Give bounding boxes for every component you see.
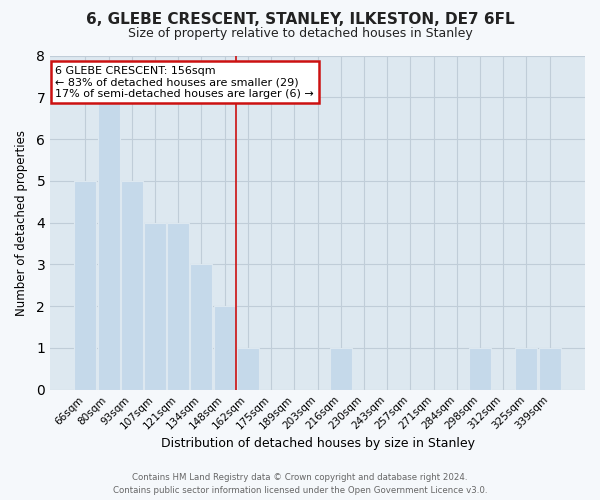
Bar: [98, 98, 119, 390]
Bar: [469, 348, 491, 390]
Y-axis label: Number of detached properties: Number of detached properties: [15, 130, 28, 316]
Text: Size of property relative to detached houses in Stanley: Size of property relative to detached ho…: [128, 28, 472, 40]
Text: 6 GLEBE CRESCENT: 156sqm
← 83% of detached houses are smaller (29)
17% of semi-d: 6 GLEBE CRESCENT: 156sqm ← 83% of detach…: [55, 66, 314, 98]
Bar: [515, 348, 538, 390]
Bar: [74, 181, 97, 390]
Bar: [144, 222, 166, 390]
Bar: [237, 348, 259, 390]
Bar: [214, 306, 236, 390]
Bar: [330, 348, 352, 390]
Bar: [121, 181, 143, 390]
Text: Contains HM Land Registry data © Crown copyright and database right 2024.
Contai: Contains HM Land Registry data © Crown c…: [113, 474, 487, 495]
Bar: [539, 348, 560, 390]
Text: 6, GLEBE CRESCENT, STANLEY, ILKESTON, DE7 6FL: 6, GLEBE CRESCENT, STANLEY, ILKESTON, DE…: [86, 12, 514, 28]
Bar: [167, 222, 189, 390]
X-axis label: Distribution of detached houses by size in Stanley: Distribution of detached houses by size …: [161, 437, 475, 450]
Bar: [190, 264, 212, 390]
